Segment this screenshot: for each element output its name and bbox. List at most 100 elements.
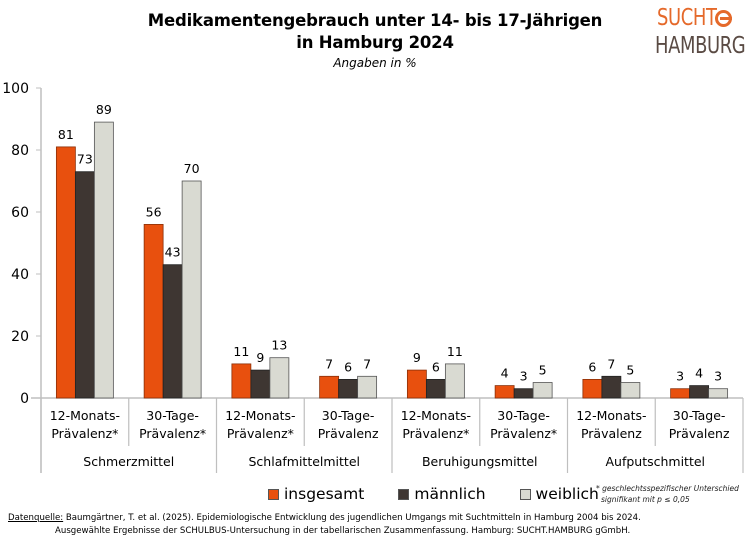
category-label: Prävalenz (318, 426, 379, 441)
bar-maennlich (162, 264, 183, 399)
chart-legend: insgesamt männlich weiblich (268, 485, 633, 503)
category-label: Prävalenz* (51, 426, 118, 441)
data-label: 9 (413, 350, 421, 365)
category-label: Prävalenz (581, 426, 642, 441)
source-line1: Baumgärtner, T. et al. (2025). Epidemiol… (63, 513, 641, 523)
bar-maennlich (425, 378, 446, 399)
bar-weiblich (708, 388, 729, 399)
group-label: Schmerzmittel (83, 454, 174, 469)
bar-weiblich (532, 382, 553, 399)
data-label: 7 (607, 356, 615, 371)
category-label: 12-Monats- (50, 408, 120, 423)
bar-insgesamt (494, 385, 515, 399)
y-tick-label: 100 (2, 81, 29, 97)
chart-title-line2: in Hamburg 2024 (296, 33, 454, 52)
bar-maennlich (689, 385, 710, 399)
y-tick-label: 60 (11, 205, 29, 221)
bar-insgesamt (55, 146, 76, 399)
data-label: 11 (233, 344, 249, 359)
source-line2: Ausgewählte Ergebnisse der SCHULBUS-Unte… (55, 526, 631, 536)
data-label: 13 (271, 338, 287, 353)
footnote-line1: * geschlechtsspezifischer Unterschied (596, 484, 739, 493)
source-label: Datenquelle: (8, 513, 64, 523)
bar-maennlich (338, 378, 359, 399)
data-label: 6 (432, 359, 440, 374)
y-tick-label: 40 (11, 267, 29, 283)
data-label: 5 (539, 363, 547, 378)
data-label: 4 (501, 366, 509, 381)
bar-weiblich (357, 375, 378, 399)
data-label: 56 (146, 204, 162, 219)
legend-swatch-weiblich (519, 488, 531, 500)
legend-label: weiblich (535, 485, 599, 503)
bar-insgesamt (406, 369, 427, 399)
data-label: 73 (77, 152, 93, 167)
category-label: 30-Tage- (497, 408, 550, 423)
data-label: 89 (96, 102, 112, 117)
bar-weiblich (444, 363, 465, 399)
category-label: 12-Monats- (225, 408, 295, 423)
category-label: 30-Tage- (673, 408, 726, 423)
chart-title-line1: Medikamentengebrauch unter 14- bis 17-Jä… (147, 11, 603, 30)
y-tick-label: 80 (11, 143, 29, 159)
sucht-hamburg-logo: SUCHT HAMBURG (653, 5, 748, 65)
category-label: 30-Tage- (146, 408, 199, 423)
bar-maennlich (601, 375, 622, 399)
group-label: Beruhigungsmittel (422, 454, 538, 469)
bar-maennlich (513, 388, 534, 399)
data-label: 3 (676, 369, 684, 384)
data-label: 7 (325, 356, 333, 371)
data-label: 70 (184, 161, 200, 176)
legend-swatch-maennlich (398, 488, 410, 500)
bar-weiblich (620, 382, 641, 399)
bar-maennlich (74, 171, 95, 399)
data-label: 5 (626, 363, 634, 378)
category-label: 30-Tage- (322, 408, 375, 423)
data-label: 6 (344, 359, 352, 374)
data-source: Datenquelle: Baumgärtner, T. et al. (202… (8, 512, 641, 538)
data-label: 4 (695, 366, 703, 381)
chart-title: Medikamentengebrauch unter 14- bis 17-Jä… (0, 10, 750, 54)
logo-text-hamburg: HAMBURG (655, 33, 746, 59)
legend-item-insgesamt: insgesamt (268, 485, 364, 503)
category-label: Prävalenz* (139, 426, 206, 441)
group-label: Schlafmittelmittel (249, 454, 361, 469)
legend-item-weiblich: weiblich (519, 485, 599, 503)
category-label: 12-Monats- (576, 408, 646, 423)
bar-insgesamt (670, 388, 691, 399)
bar-insgesamt (582, 378, 603, 399)
group-label: Aufputschmittel (605, 454, 705, 469)
chart-subtitle: Angaben in % (333, 56, 417, 70)
bar-weiblich (181, 180, 202, 399)
data-label: 3 (714, 369, 722, 384)
legend-label: insgesamt (284, 485, 365, 503)
bar-insgesamt (319, 375, 340, 399)
data-label: 11 (447, 344, 463, 359)
bar-maennlich (250, 369, 271, 399)
data-label: 7 (363, 356, 371, 371)
category-label: 12-Monats- (401, 408, 471, 423)
data-label: 3 (520, 369, 528, 384)
bar-weiblich (93, 121, 114, 399)
category-label: Prävalenz* (490, 426, 557, 441)
data-label: 81 (58, 127, 74, 142)
data-label: 43 (165, 245, 181, 260)
significance-footnote: * geschlechtsspezifischer Unterschied si… (596, 483, 739, 505)
category-label: Prävalenz* (227, 426, 294, 441)
data-label: 6 (588, 359, 596, 374)
bar-insgesamt (143, 223, 164, 399)
logo-text-sucht: SUCHT (657, 5, 717, 31)
bar-weiblich (269, 357, 290, 399)
legend-item-maennlich: männlich (398, 485, 486, 503)
data-label: 9 (256, 350, 264, 365)
category-label: Prävalenz* (402, 426, 469, 441)
legend-swatch-insgesamt (268, 488, 279, 500)
footnote-line2: signifikant mit p ≤ 0,05 (601, 495, 690, 504)
bar-insgesamt (231, 363, 252, 399)
legend-label: männlich (414, 485, 486, 503)
y-tick-label: 0 (20, 391, 29, 407)
category-label: Prävalenz (669, 426, 730, 441)
logo-ring-icon (715, 10, 732, 27)
y-tick-label: 20 (11, 329, 29, 345)
